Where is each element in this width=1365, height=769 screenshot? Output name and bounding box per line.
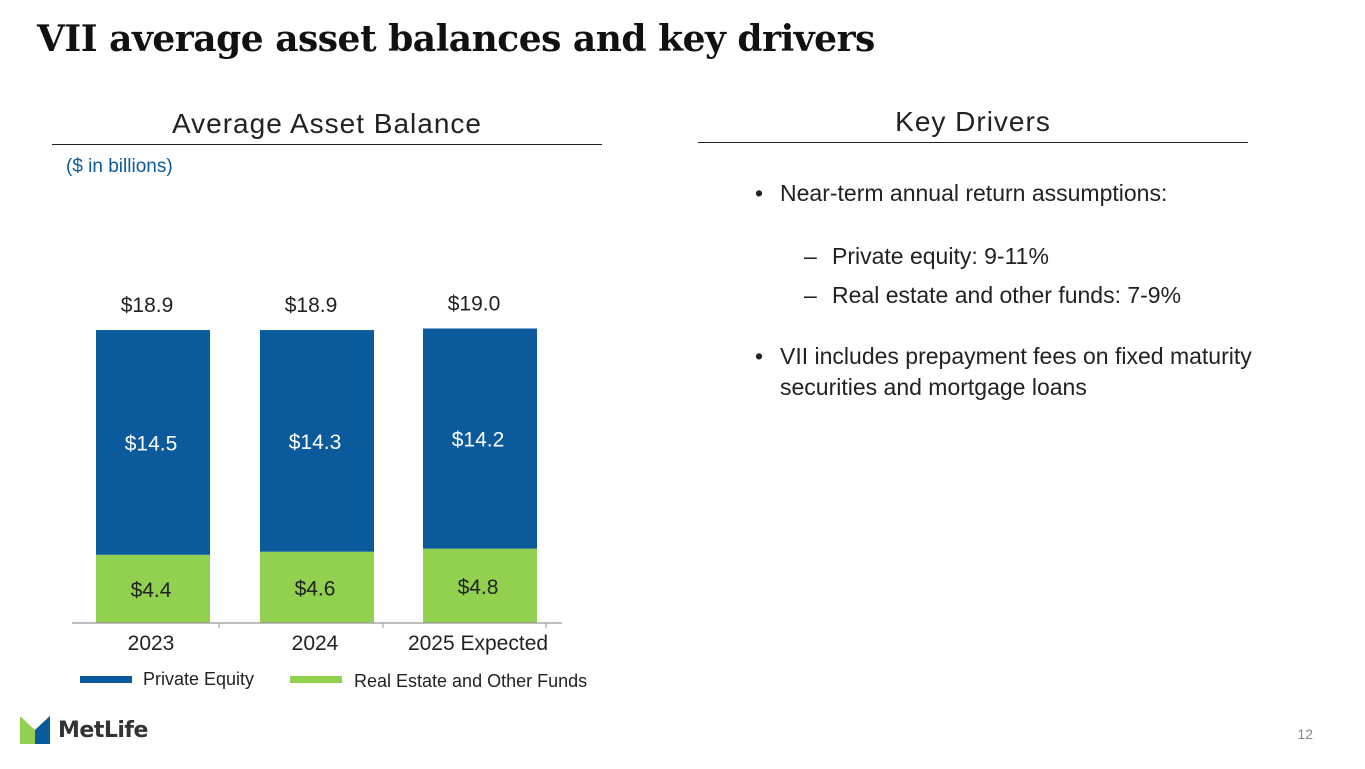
data-label-real-estate-and-other-funds: $4.8 <box>458 576 499 599</box>
total-label: $18.9 <box>285 294 338 317</box>
chart-heading: Average Asset Balance <box>52 108 602 145</box>
data-label-private-equity: $14.3 <box>289 431 342 454</box>
legend-label: Real Estate and Other Funds <box>354 671 587 691</box>
legend-label: Private Equity <box>143 669 254 689</box>
key-drivers-heading: Key Drivers <box>698 106 1248 143</box>
bullet-marker: • <box>755 343 764 369</box>
page-number: 12 <box>1297 726 1313 742</box>
driver-bullet-prepayment: • VII includes prepayment fees on fixed … <box>755 341 1275 403</box>
bar-real-estate-and-other-funds <box>96 554 210 623</box>
data-label-real-estate-and-other-funds: $4.6 <box>295 577 336 600</box>
metlife-logo: MetLife <box>20 716 148 744</box>
data-label-private-equity: $14.2 <box>452 429 505 452</box>
x-tick-label: 2025 Expected <box>408 632 548 655</box>
bar-private-equity <box>96 330 210 555</box>
driver-sub-real-estate: – Real estate and other funds: 7-9% <box>755 280 1275 311</box>
legend-swatch <box>290 676 342 683</box>
dash-marker: – <box>804 243 817 269</box>
asset-balance-chart: $4.4 $14.5 $18.9 2023 $4.6 $14.3 $18.9 2024 $4.8… <box>72 293 587 691</box>
driver-bullet-returns: • Near-term annual return assumptions: <box>755 178 1275 209</box>
driver-text: VII includes prepayment fees on fixed ma… <box>780 343 1252 400</box>
total-label: $19.0 <box>448 293 501 316</box>
x-tick-label: 2023 <box>128 632 175 655</box>
driver-sub-text: Real estate and other funds: 7-9% <box>832 282 1182 308</box>
driver-sub-private-equity: – Private equity: 9-11% <box>755 241 1275 272</box>
data-label-real-estate-and-other-funds: $4.4 <box>131 579 172 602</box>
data-label-private-equity: $14.5 <box>125 432 178 455</box>
legend-swatch <box>80 676 132 683</box>
bullet-marker: • <box>755 180 764 206</box>
units-label: ($ in billions) <box>66 156 173 177</box>
driver-text: Near-term annual return assumptions: <box>780 180 1168 206</box>
bar-private-equity <box>260 330 374 552</box>
bar-private-equity <box>423 328 537 549</box>
total-label: $18.9 <box>121 294 174 317</box>
driver-sub-text: Private equity: 9-11% <box>832 243 1049 269</box>
bar-real-estate-and-other-funds <box>423 548 537 623</box>
page-title: VII average asset balances and key drive… <box>37 18 875 60</box>
bar-real-estate-and-other-funds <box>260 551 374 623</box>
metlife-logo-icon <box>20 716 50 744</box>
key-drivers-list: • Near-term annual return assumptions: –… <box>755 178 1275 403</box>
dash-marker: – <box>804 282 817 308</box>
logo-text: MetLife <box>58 717 148 743</box>
x-tick-label: 2024 <box>292 632 339 655</box>
